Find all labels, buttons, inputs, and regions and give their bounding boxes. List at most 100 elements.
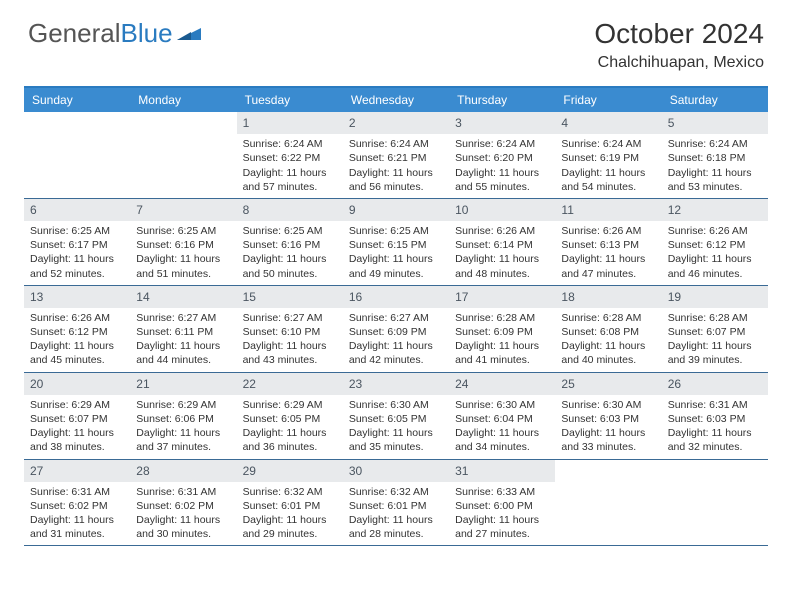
sunrise-line: Sunrise: 6:28 AM xyxy=(455,311,549,325)
day-details: Sunrise: 6:24 AMSunset: 6:19 PMDaylight:… xyxy=(555,137,661,194)
day-cell: 23Sunrise: 6:30 AMSunset: 6:05 PMDayligh… xyxy=(343,373,449,459)
sunrise-line: Sunrise: 6:26 AM xyxy=(668,224,762,238)
day-details: Sunrise: 6:24 AMSunset: 6:22 PMDaylight:… xyxy=(237,137,343,194)
empty-day-cell xyxy=(555,460,661,546)
day-details: Sunrise: 6:26 AMSunset: 6:13 PMDaylight:… xyxy=(555,224,661,281)
day-details: Sunrise: 6:28 AMSunset: 6:08 PMDaylight:… xyxy=(555,311,661,368)
day-cell: 22Sunrise: 6:29 AMSunset: 6:05 PMDayligh… xyxy=(237,373,343,459)
daylight-line: Daylight: 11 hours and 38 minutes. xyxy=(30,426,124,454)
sunset-line: Sunset: 6:08 PM xyxy=(561,325,655,339)
dow-cell: Wednesday xyxy=(343,88,449,112)
sunrise-line: Sunrise: 6:27 AM xyxy=(243,311,337,325)
day-details: Sunrise: 6:28 AMSunset: 6:09 PMDaylight:… xyxy=(449,311,555,368)
daylight-line: Daylight: 11 hours and 49 minutes. xyxy=(349,252,443,280)
day-details: Sunrise: 6:27 AMSunset: 6:09 PMDaylight:… xyxy=(343,311,449,368)
day-number: 11 xyxy=(555,199,661,221)
day-details: Sunrise: 6:24 AMSunset: 6:21 PMDaylight:… xyxy=(343,137,449,194)
sunset-line: Sunset: 6:11 PM xyxy=(136,325,230,339)
sunrise-line: Sunrise: 6:31 AM xyxy=(136,485,230,499)
sunset-line: Sunset: 6:17 PM xyxy=(30,238,124,252)
day-number: 21 xyxy=(130,373,236,395)
empty-day-cell xyxy=(24,112,130,198)
sunset-line: Sunset: 6:19 PM xyxy=(561,151,655,165)
sunset-line: Sunset: 6:16 PM xyxy=(136,238,230,252)
daylight-line: Daylight: 11 hours and 41 minutes. xyxy=(455,339,549,367)
day-details: Sunrise: 6:30 AMSunset: 6:05 PMDaylight:… xyxy=(343,398,449,455)
sunrise-line: Sunrise: 6:24 AM xyxy=(561,137,655,151)
sunset-line: Sunset: 6:10 PM xyxy=(243,325,337,339)
daylight-line: Daylight: 11 hours and 55 minutes. xyxy=(455,166,549,194)
daylight-line: Daylight: 11 hours and 36 minutes. xyxy=(243,426,337,454)
day-cell: 10Sunrise: 6:26 AMSunset: 6:14 PMDayligh… xyxy=(449,199,555,285)
daylight-line: Daylight: 11 hours and 34 minutes. xyxy=(455,426,549,454)
day-number: 27 xyxy=(24,460,130,482)
day-cell: 4Sunrise: 6:24 AMSunset: 6:19 PMDaylight… xyxy=(555,112,661,198)
month-title: October 2024 xyxy=(594,18,764,50)
sunset-line: Sunset: 6:22 PM xyxy=(243,151,337,165)
day-details: Sunrise: 6:25 AMSunset: 6:16 PMDaylight:… xyxy=(130,224,236,281)
day-details: Sunrise: 6:32 AMSunset: 6:01 PMDaylight:… xyxy=(343,485,449,542)
sunrise-line: Sunrise: 6:25 AM xyxy=(243,224,337,238)
logo-text-1: General xyxy=(28,18,121,49)
calendar: SundayMondayTuesdayWednesdayThursdayFrid… xyxy=(24,86,768,546)
day-details: Sunrise: 6:26 AMSunset: 6:12 PMDaylight:… xyxy=(24,311,130,368)
day-number: 14 xyxy=(130,286,236,308)
day-cell: 9Sunrise: 6:25 AMSunset: 6:15 PMDaylight… xyxy=(343,199,449,285)
week-row: 13Sunrise: 6:26 AMSunset: 6:12 PMDayligh… xyxy=(24,286,768,373)
dow-cell: Friday xyxy=(555,88,661,112)
sunrise-line: Sunrise: 6:24 AM xyxy=(349,137,443,151)
day-details: Sunrise: 6:25 AMSunset: 6:17 PMDaylight:… xyxy=(24,224,130,281)
day-cell: 27 Sunrise: 6:31 AMSunset: 6:02 PMDayligh… xyxy=(24,460,130,546)
day-number: 12 xyxy=(662,199,768,221)
day-cell: 26Sunrise: 6:31 AMSunset: 6:03 PMDayligh… xyxy=(662,373,768,459)
day-number: 19 xyxy=(662,286,768,308)
sunset-line: Sunset: 6:15 PM xyxy=(349,238,443,252)
sunrise-line: Sunrise: 6:24 AM xyxy=(668,137,762,151)
sunset-line: Sunset: 6:13 PM xyxy=(561,238,655,252)
day-cell: 13Sunrise: 6:26 AMSunset: 6:12 PMDayligh… xyxy=(24,286,130,372)
daylight-line: Daylight: 11 hours and 44 minutes. xyxy=(136,339,230,367)
daylight-line: Daylight: 11 hours and 50 minutes. xyxy=(243,252,337,280)
daylight-line: Daylight: 11 hours and 27 minutes. xyxy=(455,513,549,541)
day-cell: 31Sunrise: 6:33 AMSunset: 6:00 PMDayligh… xyxy=(449,460,555,546)
sunset-line: Sunset: 6:00 PM xyxy=(455,499,549,513)
sunrise-line: Sunrise: 6:31 AM xyxy=(668,398,762,412)
day-cell: 3Sunrise: 6:24 AMSunset: 6:20 PMDaylight… xyxy=(449,112,555,198)
sunset-line: Sunset: 6:07 PM xyxy=(30,412,124,426)
day-cell: 5Sunrise: 6:24 AMSunset: 6:18 PMDaylight… xyxy=(662,112,768,198)
day-cell: 20Sunrise: 6:29 AMSunset: 6:07 PMDayligh… xyxy=(24,373,130,459)
dow-cell: Tuesday xyxy=(237,88,343,112)
daylight-line: Daylight: 11 hours and 46 minutes. xyxy=(668,252,762,280)
day-cell: 28Sunrise: 6:31 AMSunset: 6:02 PMDayligh… xyxy=(130,460,236,546)
day-cell: 12Sunrise: 6:26 AMSunset: 6:12 PMDayligh… xyxy=(662,199,768,285)
daylight-line: Daylight: 11 hours and 57 minutes. xyxy=(243,166,337,194)
sunrise-line: Sunrise: 6:27 AM xyxy=(349,311,443,325)
sunset-line: Sunset: 6:05 PM xyxy=(349,412,443,426)
sunset-line: Sunset: 6:12 PM xyxy=(30,325,124,339)
sunset-line: Sunset: 6:01 PM xyxy=(349,499,443,513)
day-cell: 18 Sunrise: 6:28 AMSunset: 6:08 PMDayligh… xyxy=(555,286,661,372)
day-details: Sunrise: 6:28 AMSunset: 6:07 PMDaylight:… xyxy=(662,311,768,368)
daylight-line: Daylight: 11 hours and 31 minutes. xyxy=(30,513,124,541)
sunrise-line: Sunrise: 6:32 AM xyxy=(349,485,443,499)
day-number: 18 xyxy=(555,286,661,308)
sunrise-line: Sunrise: 6:26 AM xyxy=(30,311,124,325)
day-number: 7 xyxy=(130,199,236,221)
day-details: Sunrise: 6:31 AMSunset: 6:02 PMDaylight:… xyxy=(24,485,130,542)
day-number: 24 xyxy=(449,373,555,395)
day-number: 30 xyxy=(343,460,449,482)
daylight-line: Daylight: 11 hours and 29 minutes. xyxy=(243,513,337,541)
day-number: 9 xyxy=(343,199,449,221)
daylight-line: Daylight: 11 hours and 45 minutes. xyxy=(30,339,124,367)
day-cell: 19 Sunrise: 6:28 AMSunset: 6:07 PMDayligh… xyxy=(662,286,768,372)
logo: GeneralBlue xyxy=(28,18,203,49)
daylight-line: Daylight: 11 hours and 28 minutes. xyxy=(349,513,443,541)
day-number: 3 xyxy=(449,112,555,134)
day-number: 1 xyxy=(237,112,343,134)
daylight-line: Daylight: 11 hours and 54 minutes. xyxy=(561,166,655,194)
location: Chalchihuapan, Mexico xyxy=(594,54,764,72)
daylight-line: Daylight: 11 hours and 48 minutes. xyxy=(455,252,549,280)
day-number: 22 xyxy=(237,373,343,395)
dow-cell: Saturday xyxy=(662,88,768,112)
day-cell: 15Sunrise: 6:27 AMSunset: 6:10 PMDayligh… xyxy=(237,286,343,372)
